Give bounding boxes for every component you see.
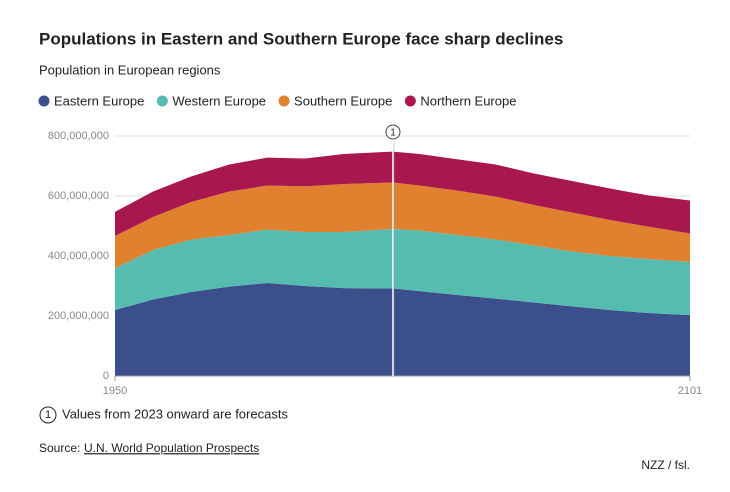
annotation-marker xyxy=(385,124,401,140)
area xyxy=(115,151,690,236)
footnote-number: 1 xyxy=(45,409,51,421)
credit: NZZ / fsl. xyxy=(641,458,690,472)
area xyxy=(115,182,690,268)
legend-swatch xyxy=(156,95,168,107)
y-tick-label: 800,000,000 xyxy=(48,130,109,142)
footnote-marker xyxy=(39,406,57,424)
chart-subtitle: Population in European regions xyxy=(39,62,221,77)
y-tick-label: 600,000,000 xyxy=(48,190,109,202)
chart-title: Populations in Eastern and Southern Euro… xyxy=(39,29,563,48)
x-tick-label: 2101 xyxy=(678,385,702,397)
legend: Eastern Europe Western Europe Southern Eur… xyxy=(38,93,516,108)
legend-label: Northern Europe xyxy=(420,93,516,108)
plot: 0 200,000,000 400,000,000 600,000,000 800,00… xyxy=(48,124,702,397)
source-link[interactable]: U.N. World Population Prospects xyxy=(84,441,259,455)
area xyxy=(115,283,690,376)
source-label: Source: xyxy=(39,441,80,455)
footnote: 1 Values from 2023 onward are forecasts xyxy=(39,406,288,424)
x-tick-label: 1950 xyxy=(103,385,127,397)
y-tick-label: 200,000,000 xyxy=(48,310,109,322)
area xyxy=(115,229,690,316)
y-tick-label: 400,000,000 xyxy=(48,250,109,262)
legend-label: Eastern Europe xyxy=(54,93,144,108)
annotation-number: 1 xyxy=(390,128,396,139)
legend-swatch xyxy=(278,95,290,107)
legend-label: Southern Europe xyxy=(294,93,392,108)
y-tick-label: 0 xyxy=(103,370,109,382)
footnote-text: Values from 2023 onward are forecasts xyxy=(62,406,288,421)
legend-swatch xyxy=(404,95,416,107)
legend-label: Western Europe xyxy=(172,93,266,108)
legend-swatch xyxy=(38,95,50,107)
